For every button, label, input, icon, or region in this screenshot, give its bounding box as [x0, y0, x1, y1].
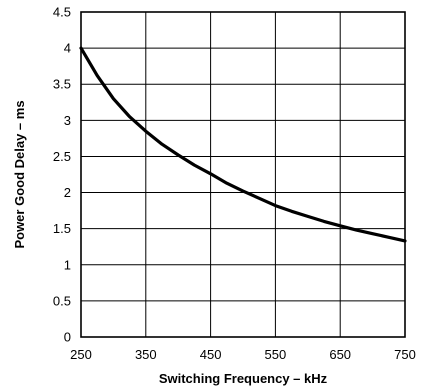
plot-frame [80, 11, 406, 338]
series-group [79, 46, 407, 243]
x-axis-label: Switching Frequency – kHz [159, 371, 328, 386]
y-tick-label: 4 [64, 41, 71, 56]
x-axis-ticks: 250 350 450 550 650 750 [70, 347, 416, 362]
y-axis-ticks: 0 0.5 1 1.5 2 2.5 3 3.5 4 4.5 [53, 5, 71, 345]
x-tick-label: 450 [200, 347, 222, 362]
y-tick-label: 3 [64, 113, 71, 128]
y-tick-label: 3.5 [53, 77, 71, 92]
x-tick-label: 350 [135, 347, 157, 362]
x-tick-label: 250 [70, 347, 92, 362]
y-tick-label: 4.5 [53, 5, 71, 20]
y-tick-label: 2.5 [53, 149, 71, 164]
y-tick-label: 1.5 [53, 221, 71, 236]
x-tick-label: 550 [265, 347, 287, 362]
x-tick-label: 650 [329, 347, 351, 362]
y-tick-label: 0 [64, 330, 71, 345]
x-tick-label: 750 [394, 347, 416, 362]
y-tick-label: 2 [64, 185, 71, 200]
y-tick-label: 1 [64, 257, 71, 272]
series-line [79, 46, 407, 243]
y-axis-label: Power Good Delay – ms [12, 100, 27, 248]
grid [80, 11, 406, 338]
y-tick-label: 0.5 [53, 293, 71, 308]
